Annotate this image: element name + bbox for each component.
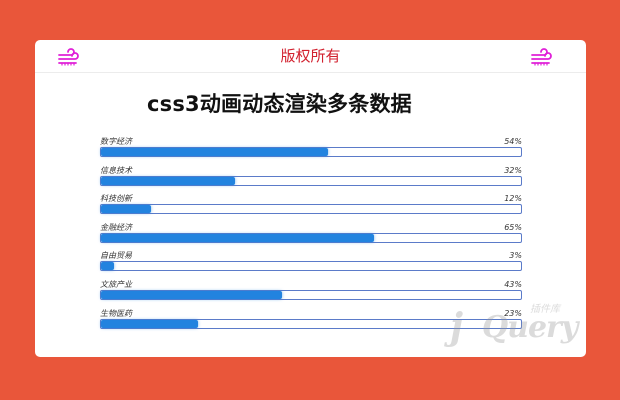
page-title: css3动画动态渲染多条数据 xyxy=(147,92,412,116)
progress-fill xyxy=(101,290,282,299)
progress-value: 54% xyxy=(504,137,522,146)
watermark-cn-text: 插件库 xyxy=(530,304,560,315)
watermark-query: Query xyxy=(482,310,578,345)
header-bar: 版权所有 xyxy=(35,40,586,73)
progress-track xyxy=(100,289,522,300)
progress-bar-list: 数字经济 54% 信息技术 32% 科技创新 12% 金融经济 65% xyxy=(100,135,522,335)
progress-fill xyxy=(101,205,152,214)
progress-label: 自由贸易 xyxy=(100,251,132,261)
watermark-j: j xyxy=(450,306,464,348)
progress-row: 金融经济 65% xyxy=(100,221,522,250)
progress-label: 信息技术 xyxy=(100,165,132,175)
wind-icon xyxy=(530,46,554,66)
progress-fill xyxy=(101,148,328,156)
progress-row: 生物医药 23% xyxy=(100,307,522,336)
content-card: 版权所有 css3动画动态渲染多条数据 数字经济 54% 信息技术 32% xyxy=(35,40,586,357)
progress-fill xyxy=(101,262,114,271)
progress-fill xyxy=(101,233,374,242)
progress-track xyxy=(100,175,522,186)
progress-track xyxy=(100,261,522,272)
progress-value: 12% xyxy=(504,194,522,204)
progress-label: 数字经济 xyxy=(100,137,132,146)
jquery-watermark-logo: j Query 插件库 xyxy=(450,300,580,348)
progress-value: 3% xyxy=(509,251,522,261)
progress-track xyxy=(100,204,522,215)
progress-value: 65% xyxy=(504,222,522,232)
progress-label: 文旅产业 xyxy=(100,279,132,289)
progress-track xyxy=(100,232,522,243)
progress-track xyxy=(100,318,522,329)
progress-value: 32% xyxy=(504,165,522,175)
progress-label: 科技创新 xyxy=(100,194,132,204)
wind-icon xyxy=(57,46,81,66)
progress-row: 科技创新 12% xyxy=(100,192,522,221)
progress-row: 信息技术 32% xyxy=(100,164,522,193)
progress-value: 43% xyxy=(504,279,522,289)
progress-fill xyxy=(101,176,236,185)
progress-row: 数字经济 54% xyxy=(100,135,522,164)
progress-fill xyxy=(101,319,198,328)
progress-row: 文旅产业 43% xyxy=(100,278,522,307)
progress-label: 金融经济 xyxy=(100,222,132,232)
copyright-title: 版权所有 xyxy=(280,47,341,65)
progress-value: 23% xyxy=(504,308,522,318)
progress-track xyxy=(100,147,522,157)
progress-row: 自由贸易 3% xyxy=(100,249,522,278)
progress-label: 生物医药 xyxy=(100,308,132,318)
